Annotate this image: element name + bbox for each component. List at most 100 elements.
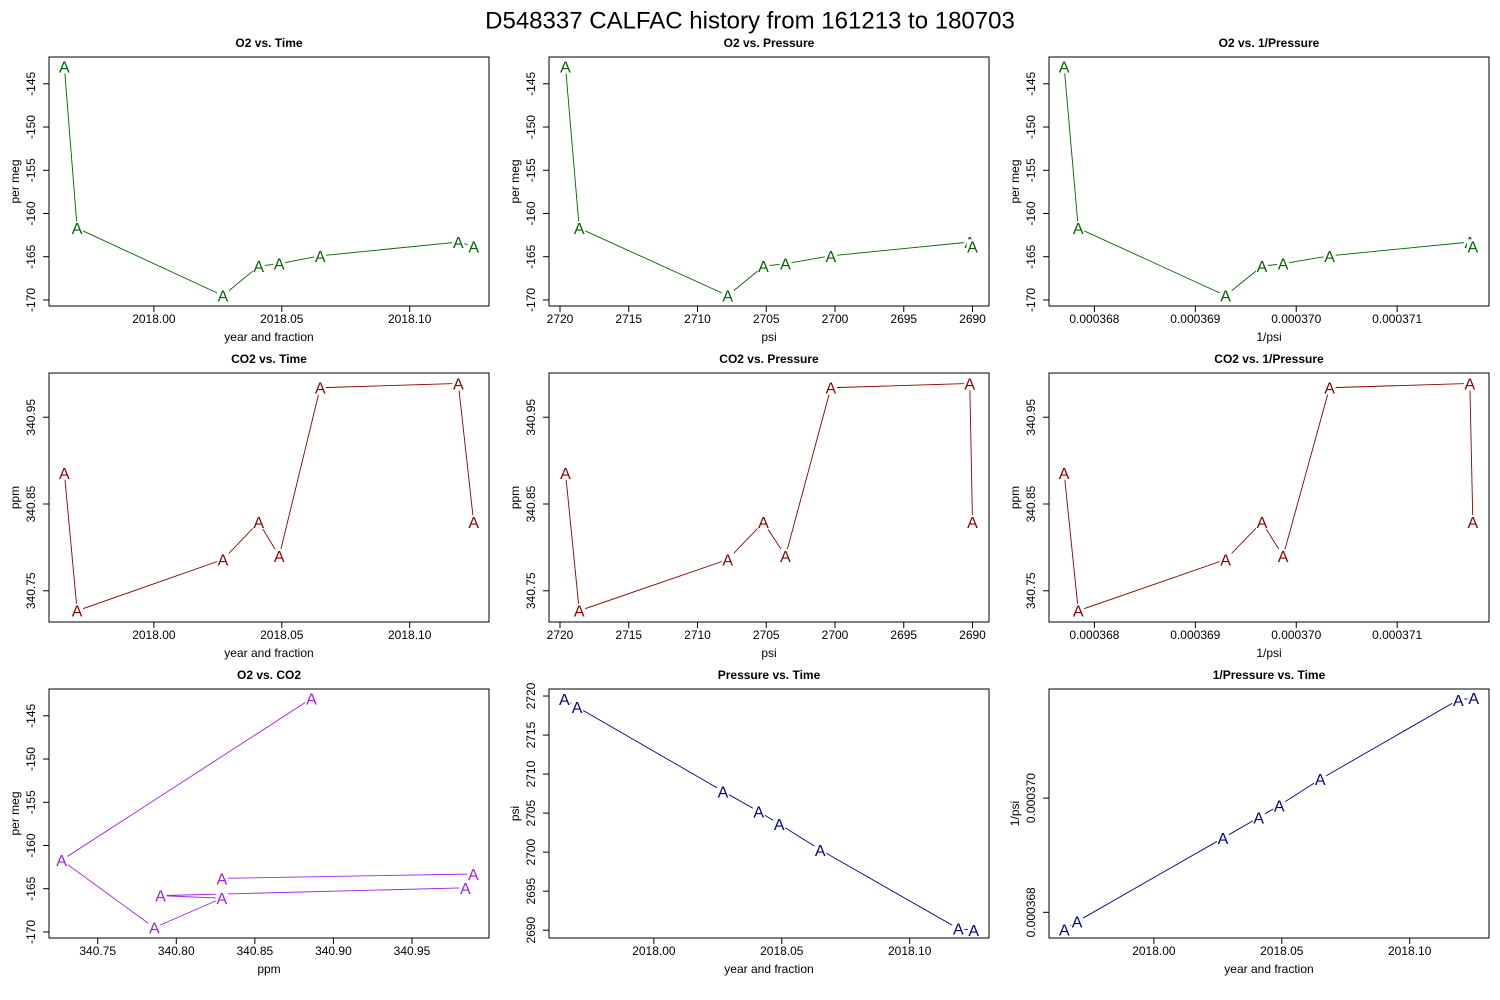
point-marker: A bbox=[217, 891, 228, 908]
point-marker: A bbox=[826, 249, 837, 266]
plot-frame bbox=[48, 372, 490, 623]
point-marker: A bbox=[560, 466, 571, 483]
y-tick-label: 340.95 bbox=[24, 399, 38, 436]
point-marker: A bbox=[218, 289, 229, 306]
y-tick-label: -145 bbox=[24, 703, 38, 727]
x-axis-label: ppm bbox=[257, 962, 280, 976]
y-tick-label: 0.000370 bbox=[1024, 773, 1038, 823]
marker-bg bbox=[273, 256, 286, 271]
x-axis-label: year and fraction bbox=[224, 646, 313, 660]
point-marker: A bbox=[964, 376, 975, 393]
point-marker: A bbox=[559, 692, 570, 709]
point-marker: A bbox=[574, 221, 585, 238]
y-tick-label: -155 bbox=[1024, 158, 1038, 182]
series-line bbox=[63, 382, 475, 612]
point-marker: A bbox=[155, 889, 166, 906]
x-tick-label: 2018.05 bbox=[260, 628, 304, 642]
x-tick-label: 2720 bbox=[547, 628, 574, 642]
series-line bbox=[63, 66, 474, 297]
y-tick-label: 340.95 bbox=[1024, 399, 1038, 436]
marker-bg bbox=[55, 853, 68, 868]
y-tick-label: 2700 bbox=[524, 838, 538, 865]
point-marker: A bbox=[815, 843, 826, 860]
x-tick-label: 2018.05 bbox=[760, 944, 804, 958]
marker-bg bbox=[215, 871, 228, 886]
x-tick-label: 2715 bbox=[615, 312, 642, 326]
y-tick-label: 340.85 bbox=[524, 485, 538, 522]
marker-bg bbox=[824, 248, 837, 263]
point-marker: A bbox=[453, 235, 464, 252]
plot-frame bbox=[1048, 372, 1490, 623]
point-marker: A bbox=[56, 853, 67, 870]
point-marker: A bbox=[274, 549, 285, 566]
marker-bg bbox=[216, 552, 229, 567]
y-tick-label: -155 bbox=[24, 790, 38, 814]
x-tick-label: 340.95 bbox=[394, 944, 431, 958]
y-tick-label: -155 bbox=[524, 158, 538, 182]
x-tick-label: 2018.10 bbox=[388, 312, 432, 326]
point-marker: A bbox=[253, 259, 264, 276]
marker-bg bbox=[573, 221, 586, 236]
x-tick-label: 2695 bbox=[890, 312, 917, 326]
x-tick-label: 0.000368 bbox=[1069, 312, 1119, 326]
plot-frame bbox=[48, 688, 490, 939]
series-line bbox=[564, 698, 974, 931]
marker-bg bbox=[1252, 810, 1265, 825]
series-line bbox=[565, 382, 973, 612]
panel-title: CO2 vs. Pressure bbox=[719, 352, 819, 366]
point-marker: A bbox=[1220, 289, 1231, 306]
x-tick-label: 2018.05 bbox=[260, 312, 304, 326]
marker-bg bbox=[1058, 59, 1071, 74]
marker-bg bbox=[773, 817, 786, 832]
marker-bg bbox=[559, 59, 572, 74]
point-marker: A bbox=[59, 60, 70, 77]
y-axis-label: per meg bbox=[8, 159, 22, 203]
x-axis-label: 1/psi bbox=[1256, 646, 1281, 660]
y-tick-label: 2710 bbox=[524, 760, 538, 787]
marker-bg bbox=[1463, 376, 1476, 391]
point-marker: A bbox=[218, 553, 229, 570]
y-axis-label: ppm bbox=[508, 486, 522, 509]
y-tick-label: -150 bbox=[24, 115, 38, 139]
marker-bg bbox=[757, 259, 770, 274]
y-axis-label: 1/psi bbox=[1008, 801, 1022, 826]
y-tick-label: -170 bbox=[524, 288, 538, 312]
x-tick-label: 2018.10 bbox=[388, 628, 432, 642]
x-tick-label: 2705 bbox=[753, 312, 780, 326]
point-marker: A bbox=[1257, 515, 1268, 532]
x-tick-label: 2690 bbox=[959, 312, 986, 326]
y-tick-label: 340.85 bbox=[24, 485, 38, 522]
point-marker: A bbox=[1468, 515, 1479, 532]
marker-bg bbox=[1255, 515, 1268, 530]
marker-bg bbox=[824, 380, 837, 395]
point-marker: A bbox=[1453, 693, 1464, 710]
x-tick-label: 2700 bbox=[822, 312, 849, 326]
x-tick-label: 340.90 bbox=[315, 944, 352, 958]
x-tick-label: 340.80 bbox=[158, 944, 195, 958]
marker-bg bbox=[452, 235, 465, 250]
point-marker: A bbox=[1257, 259, 1268, 276]
point-marker: A bbox=[59, 466, 70, 483]
x-tick-label: 2018.00 bbox=[1132, 944, 1176, 958]
marker-bg bbox=[1323, 248, 1336, 263]
y-tick-label: 340.75 bbox=[1024, 572, 1038, 609]
marker-bg bbox=[814, 842, 827, 857]
marker-bg bbox=[721, 288, 734, 303]
y-tick-label: -145 bbox=[1024, 71, 1038, 95]
marker-bg bbox=[1071, 914, 1084, 929]
plot-frame bbox=[1048, 56, 1490, 307]
point-marker: A bbox=[758, 515, 769, 532]
point-marker: A bbox=[253, 515, 264, 532]
x-tick-label: 2695 bbox=[890, 628, 917, 642]
marker-bg bbox=[215, 891, 228, 906]
point-marker: A bbox=[826, 381, 837, 398]
y-axis-label: ppm bbox=[1008, 486, 1022, 509]
marker-bg bbox=[154, 888, 167, 903]
marker-bg bbox=[58, 465, 71, 480]
x-tick-label: 0.000370 bbox=[1271, 312, 1321, 326]
x-tick-label: 0.000371 bbox=[1372, 312, 1422, 326]
point-marker: A bbox=[468, 515, 479, 532]
point-marker: A bbox=[453, 376, 464, 393]
x-tick-label: 2018.05 bbox=[1260, 944, 1304, 958]
